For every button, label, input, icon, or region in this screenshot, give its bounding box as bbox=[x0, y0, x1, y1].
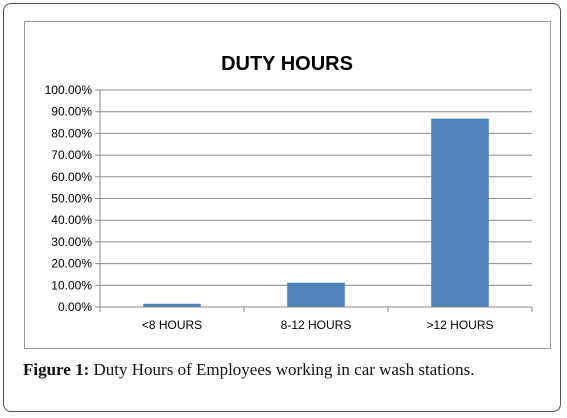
y-tick-label: 100.00% bbox=[45, 83, 93, 97]
chart-title: DUTY HOURS bbox=[221, 53, 353, 75]
y-tick-label: 20.00% bbox=[51, 257, 92, 271]
bar bbox=[431, 118, 489, 307]
y-tick-label: 70.00% bbox=[51, 148, 92, 162]
y-tick-label: 30.00% bbox=[51, 235, 92, 249]
y-tick-label: 80.00% bbox=[51, 126, 92, 140]
y-tick-label: 10.00% bbox=[51, 278, 92, 292]
y-tick-label: 60.00% bbox=[51, 170, 92, 184]
y-tick-label: 0.00% bbox=[58, 300, 92, 314]
bar-chart: DUTY HOURS 0.00% 10.00% 20.00% 30.00% 40.00%… bbox=[45, 53, 533, 332]
caption-label: Figure 1: bbox=[23, 360, 90, 379]
figure-caption: Figure 1: Duty Hours of Employees workin… bbox=[23, 360, 553, 380]
figure-frame: DUTY HOURS 0.00% 10.00% 20.00% 30.00% 40.00%… bbox=[3, 3, 561, 412]
x-tick-label: <8 HOURS bbox=[142, 318, 202, 332]
y-tick-label: 40.00% bbox=[51, 213, 92, 227]
y-tick-label: 50.00% bbox=[51, 192, 92, 206]
bar bbox=[287, 282, 345, 307]
bar bbox=[143, 303, 201, 307]
chart-area: DUTY HOURS 0.00% 10.00% 20.00% 30.00% 40.00%… bbox=[24, 21, 551, 349]
y-tick-label: 90.00% bbox=[51, 105, 92, 119]
x-tick-label: >12 HOURS bbox=[426, 318, 493, 332]
caption-text: Duty Hours of Employees working in car w… bbox=[89, 360, 475, 379]
x-tick-label: 8-12 HOURS bbox=[281, 318, 352, 332]
